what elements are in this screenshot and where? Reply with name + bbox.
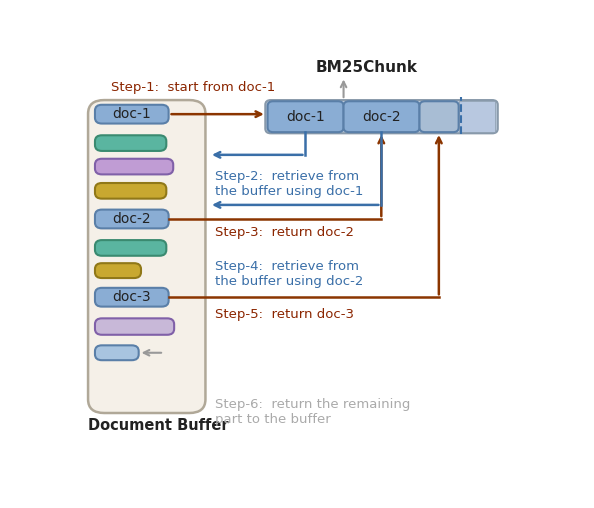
FancyBboxPatch shape xyxy=(95,319,174,335)
FancyBboxPatch shape xyxy=(267,101,343,132)
Text: BM25Chunk: BM25Chunk xyxy=(315,59,418,75)
FancyBboxPatch shape xyxy=(419,101,459,132)
Text: doc-2: doc-2 xyxy=(112,212,151,226)
Text: Step-5:  return doc-3: Step-5: return doc-3 xyxy=(214,308,353,321)
Text: Step-2:  retrieve from
the buffer using doc-1: Step-2: retrieve from the buffer using d… xyxy=(214,171,363,199)
Text: Document Buffer: Document Buffer xyxy=(88,418,229,433)
FancyBboxPatch shape xyxy=(95,288,169,307)
Text: Step-1:  start from doc-1: Step-1: start from doc-1 xyxy=(111,80,276,93)
FancyBboxPatch shape xyxy=(95,210,169,229)
FancyBboxPatch shape xyxy=(95,158,173,174)
Text: Step-6:  return the remaining
part to the buffer: Step-6: return the remaining part to the… xyxy=(214,398,410,426)
FancyBboxPatch shape xyxy=(266,100,498,133)
FancyBboxPatch shape xyxy=(88,100,206,413)
Text: doc-2: doc-2 xyxy=(362,110,400,124)
FancyBboxPatch shape xyxy=(343,101,419,132)
FancyBboxPatch shape xyxy=(95,135,166,151)
Text: doc-1: doc-1 xyxy=(112,107,151,121)
Text: Step-4:  retrieve from
the buffer using doc-2: Step-4: retrieve from the buffer using d… xyxy=(214,261,363,289)
FancyBboxPatch shape xyxy=(95,345,139,360)
Text: doc-3: doc-3 xyxy=(112,290,151,304)
FancyBboxPatch shape xyxy=(95,105,169,123)
Text: doc-1: doc-1 xyxy=(286,110,325,124)
FancyBboxPatch shape xyxy=(95,183,166,199)
Text: Step-3:  return doc-2: Step-3: return doc-2 xyxy=(214,226,353,239)
Bar xyxy=(459,101,495,132)
FancyBboxPatch shape xyxy=(95,240,166,256)
FancyBboxPatch shape xyxy=(95,263,141,278)
